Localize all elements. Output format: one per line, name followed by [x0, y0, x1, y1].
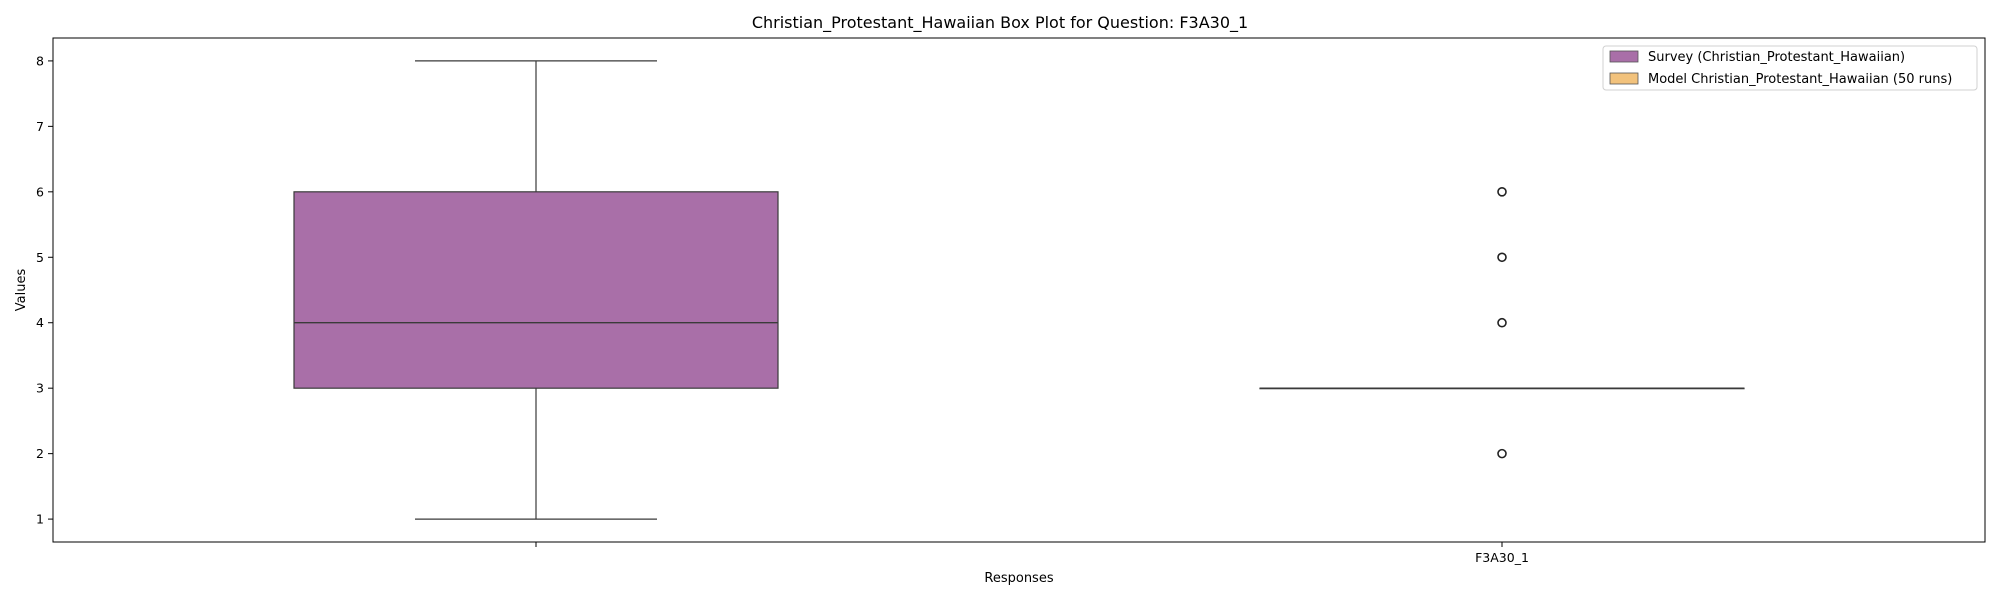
outlier-point: [1497, 317, 1507, 328]
y-tick-label: 6: [36, 184, 44, 199]
legend-swatch-survey: [1609, 50, 1639, 63]
legend-label-model: Model Christian_Protestant_Hawaiian (50 …: [1648, 72, 1952, 87]
chart-title: Christian_Protestant_Hawaiian Box Plot f…: [752, 13, 1248, 33]
outlier-point: [1497, 187, 1507, 197]
y-tick-label: 4: [36, 315, 44, 330]
outlier-point: [1497, 448, 1507, 459]
legend-frame: [1602, 45, 1978, 91]
y-axis-label: Values: [14, 269, 29, 312]
legend-label-survey: Survey (Christian_Protestant_Hawaiian): [1648, 50, 1905, 65]
plot-area: 1 2 3 4 5 6 7 8 F3A30_1: [36, 53, 1745, 565]
y-tick-label: 1: [36, 512, 44, 527]
legend-swatch-model: [1609, 72, 1639, 85]
y-tick-label: 3: [36, 381, 44, 396]
y-tick-label: 8: [36, 53, 44, 68]
x-axis-label: Responses: [984, 571, 1053, 586]
outlier-point: [1497, 252, 1507, 263]
plot-frame: [52, 37, 1986, 543]
box-survey: [293, 191, 779, 389]
y-tick-label: 7: [36, 119, 44, 134]
legend: Survey (Christian_Protestant_Hawaiian) M…: [1602, 45, 1978, 91]
y-tick-label: 5: [36, 250, 44, 265]
y-tick-label: 2: [36, 446, 44, 461]
x-tick-label: F3A30_1: [1475, 550, 1529, 565]
